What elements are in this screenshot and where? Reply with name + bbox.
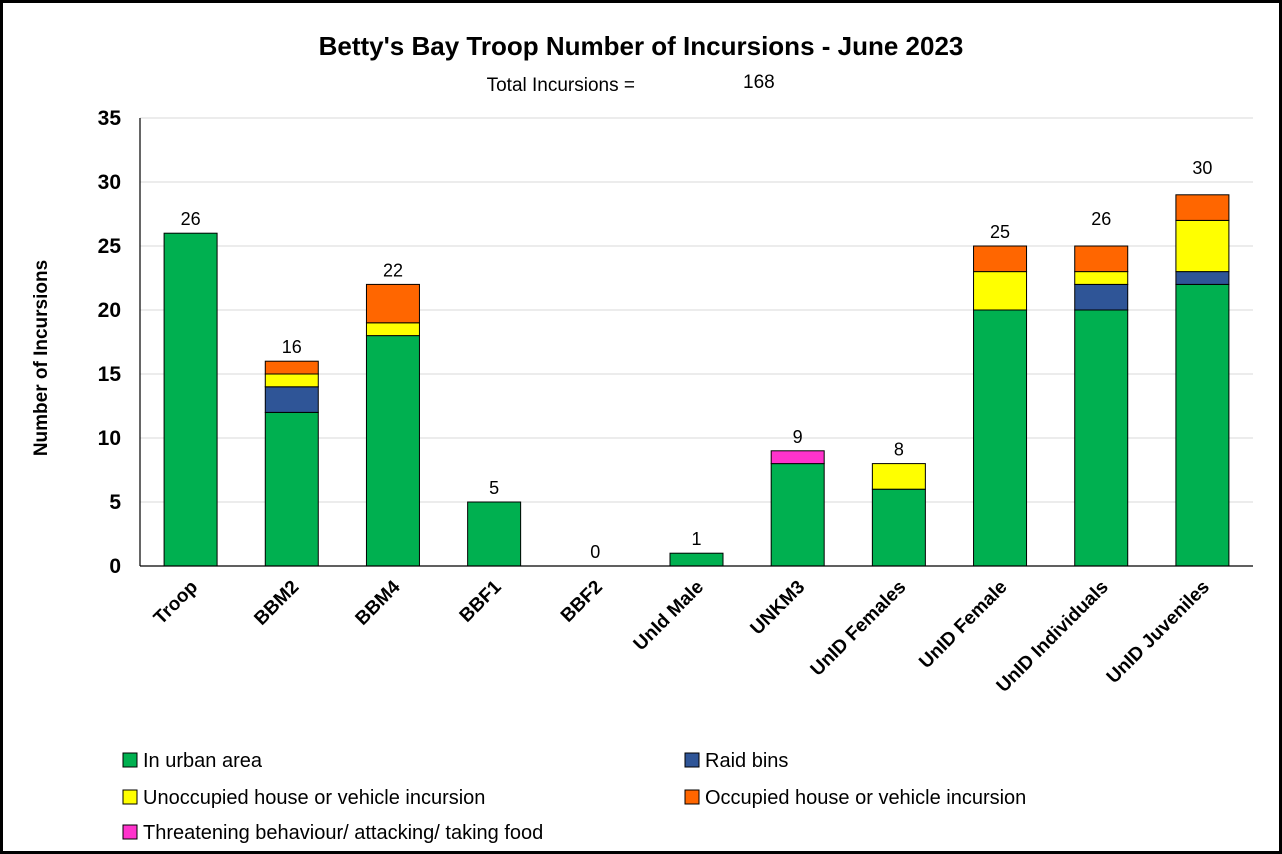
- bar-segment: [365, 283, 420, 324]
- data-label: 0: [590, 542, 600, 562]
- data-label: 8: [894, 440, 904, 460]
- legend-swatch: [122, 824, 138, 840]
- x-tick-label: UnId Male: [630, 577, 708, 655]
- y-tick-label: 5: [109, 491, 121, 514]
- y-tick-label: 20: [98, 299, 121, 322]
- y-tick-label: 35: [98, 107, 122, 130]
- legend-swatch: [122, 789, 138, 805]
- y-axis-label: Number of Incursions: [31, 260, 52, 456]
- bar-segment: [264, 411, 319, 567]
- bar-segment: [871, 463, 926, 490]
- bar-segment: [770, 463, 825, 567]
- x-tick-label: UnID Females: [807, 577, 911, 681]
- y-tick-label: 0: [109, 555, 121, 578]
- data-label: 26: [181, 209, 201, 229]
- legend-label: In urban area: [143, 750, 263, 772]
- y-tick-label: 10: [98, 427, 121, 450]
- bar-segment: [163, 232, 218, 567]
- x-tick-label: BBF2: [557, 577, 607, 627]
- bars: [163, 194, 1230, 567]
- x-tick-label: Troop: [150, 577, 202, 629]
- bar-segment: [973, 309, 1028, 567]
- bar-segment: [365, 322, 420, 337]
- data-label: 22: [383, 260, 403, 280]
- chart-subtitle-label: Total Incursions =: [487, 75, 635, 96]
- y-tick-label: 25: [98, 235, 122, 258]
- axes: [139, 118, 1253, 567]
- y-axis-ticks: 0 5 10 15 20 25 30 35: [98, 107, 122, 578]
- bar-segment: [264, 373, 319, 388]
- bar-segment: [264, 360, 319, 375]
- data-label: 30: [1192, 158, 1212, 178]
- chart-subtitle-value: 168: [743, 72, 775, 93]
- x-axis-ticks: Troop BBM2 BBM4 BBF1 BBF2 UnId Male UNKM3UnID …: [150, 576, 1214, 696]
- bar-segment: [264, 386, 319, 413]
- gridlines: [140, 117, 1253, 503]
- legend-swatch: [122, 752, 138, 768]
- legend: In urban area Raid bins Unoccupied house o…: [122, 750, 1026, 844]
- bar-segment: [669, 552, 724, 567]
- data-label: 26: [1091, 209, 1111, 229]
- data-label: 16: [282, 337, 302, 357]
- y-tick-label: 30: [98, 171, 121, 194]
- bar-segment: [1074, 271, 1129, 285]
- x-tick-label: UnID Individuals: [993, 577, 1113, 697]
- bar-segment: [1175, 194, 1230, 221]
- data-label: 5: [489, 478, 499, 498]
- x-tick-label: UnID Juveniles: [1103, 577, 1214, 688]
- legend-label: Threatening behaviour/ attacking/ taking…: [143, 822, 543, 844]
- x-tick-label: BBF1: [456, 576, 506, 626]
- data-label: 9: [793, 427, 803, 447]
- bar-segment: [365, 335, 420, 567]
- bar-segment: [1175, 283, 1230, 567]
- chart-title: Betty's Bay Troop Number of Incursions -…: [319, 31, 964, 61]
- x-tick-label: BBM2: [250, 577, 303, 630]
- legend-swatch: [684, 789, 700, 805]
- y-tick-label: 15: [98, 363, 122, 386]
- legend-swatch: [684, 752, 700, 768]
- bar-segment: [973, 271, 1028, 311]
- bar-segment: [871, 488, 926, 567]
- legend-label: Occupied house or vehicle incursion: [705, 787, 1026, 809]
- bar-segment: [1175, 219, 1230, 273]
- legend-label: Raid bins: [705, 750, 788, 772]
- bar-segment: [467, 501, 522, 567]
- x-tick-label: UNKM3: [747, 577, 810, 640]
- legend-label: Unoccupied house or vehicle incursion: [143, 787, 485, 809]
- data-label: 25: [990, 222, 1010, 242]
- x-tick-label: BBM4: [352, 576, 405, 629]
- bar-segment: [770, 450, 825, 465]
- bar-segment: [973, 245, 1028, 273]
- bar-segment: [1074, 309, 1129, 567]
- bar-segment: [1074, 245, 1129, 273]
- data-labels: 26 16 22 5 0 1 9 8 25 26 30: [181, 158, 1213, 562]
- chart: Betty's Bay Troop Number of Incursions -…: [31, 31, 1253, 844]
- bar-segment: [1175, 271, 1230, 285]
- bar-segment: [1074, 283, 1129, 311]
- x-tick-label: UnID Female: [915, 577, 1011, 673]
- data-label: 1: [691, 529, 701, 549]
